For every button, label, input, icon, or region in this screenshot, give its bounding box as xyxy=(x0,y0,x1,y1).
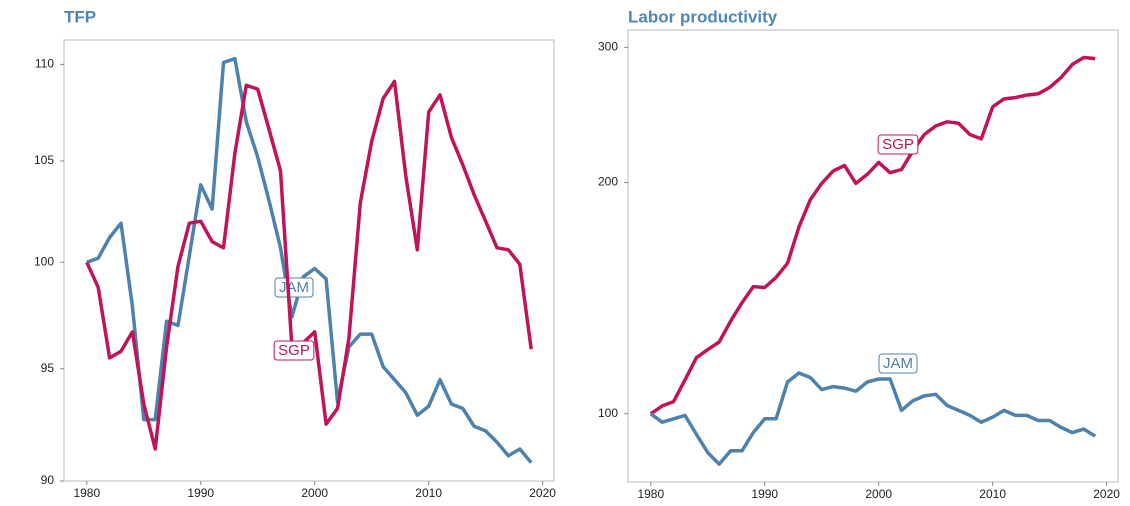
series-label: JAM xyxy=(279,279,309,296)
series-label: SGP xyxy=(882,136,914,153)
x-tick-label: 1980 xyxy=(637,487,664,501)
y-tick-label: 95 xyxy=(41,361,55,375)
chart: TFP 90 95 100 105 110 1980 1990 2000 2010 2020 JAM S… xyxy=(34,7,556,500)
x-tick-label: 1980 xyxy=(73,486,100,500)
x-tick-label: 2000 xyxy=(301,486,328,500)
series-label-box xyxy=(877,134,919,155)
y-tick-label: 100 xyxy=(598,406,618,420)
series-label-box xyxy=(274,277,314,298)
series-line xyxy=(85,79,533,451)
x-tick-label: 2020 xyxy=(529,486,556,500)
chart-title: TFP xyxy=(64,7,96,26)
series-line xyxy=(649,371,1097,466)
y-tick-label: 200 xyxy=(598,175,618,189)
series-label-box xyxy=(878,353,918,374)
chart-title: Labor productivity xyxy=(628,7,778,26)
series-line xyxy=(649,55,1096,416)
chart: Labor productivity 100 200 300 1980 1990 2000 2… xyxy=(598,7,1120,501)
series-line xyxy=(86,56,533,464)
y-tick-label: 90 xyxy=(41,473,55,487)
x-tick-label: 2010 xyxy=(415,486,442,500)
series-label: SGP xyxy=(278,342,310,359)
x-tick-label: 2020 xyxy=(1093,487,1120,501)
series-label-box xyxy=(273,340,315,361)
x-tick-label: 1990 xyxy=(751,487,778,501)
series-label: JAM xyxy=(883,355,913,372)
plot-frame xyxy=(63,39,555,482)
plot-frame xyxy=(627,29,1119,483)
y-tick-label: 100 xyxy=(34,254,54,268)
x-tick-label: 1990 xyxy=(187,486,214,500)
y-tick-label: 105 xyxy=(34,153,54,167)
y-tick-label: 300 xyxy=(598,40,618,54)
y-tick-label: 110 xyxy=(35,57,54,71)
x-tick-label: 2010 xyxy=(979,487,1006,501)
x-tick-label: 2000 xyxy=(865,487,892,501)
